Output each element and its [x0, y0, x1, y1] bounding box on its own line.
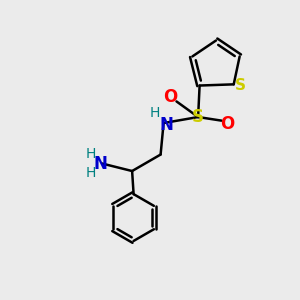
Text: H: H	[85, 147, 96, 161]
Text: O: O	[164, 88, 178, 106]
Text: S: S	[235, 78, 246, 93]
Text: O: O	[220, 115, 235, 133]
Text: H: H	[150, 106, 160, 120]
Text: H: H	[85, 166, 96, 180]
Text: S: S	[192, 108, 204, 126]
Text: N: N	[159, 116, 173, 134]
Text: N: N	[94, 154, 107, 172]
